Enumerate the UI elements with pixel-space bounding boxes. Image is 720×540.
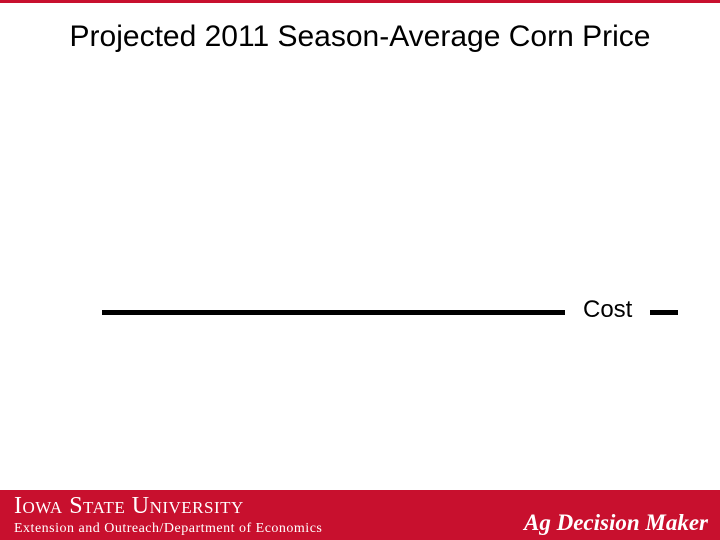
university-name: Iowa State University	[14, 493, 244, 519]
cost-line-end	[650, 310, 678, 315]
brand: Ag Decision Maker	[524, 510, 708, 535]
cost-label: Cost	[583, 296, 633, 323]
footer: Iowa State University Extension and Outr…	[0, 490, 720, 540]
department: Extension and Outreach/Department of Eco…	[14, 521, 323, 536]
top-bar	[0, 0, 720, 3]
slide-title: Projected 2011 Season-Average Corn Price	[69, 20, 651, 53]
cost-line	[102, 310, 565, 315]
